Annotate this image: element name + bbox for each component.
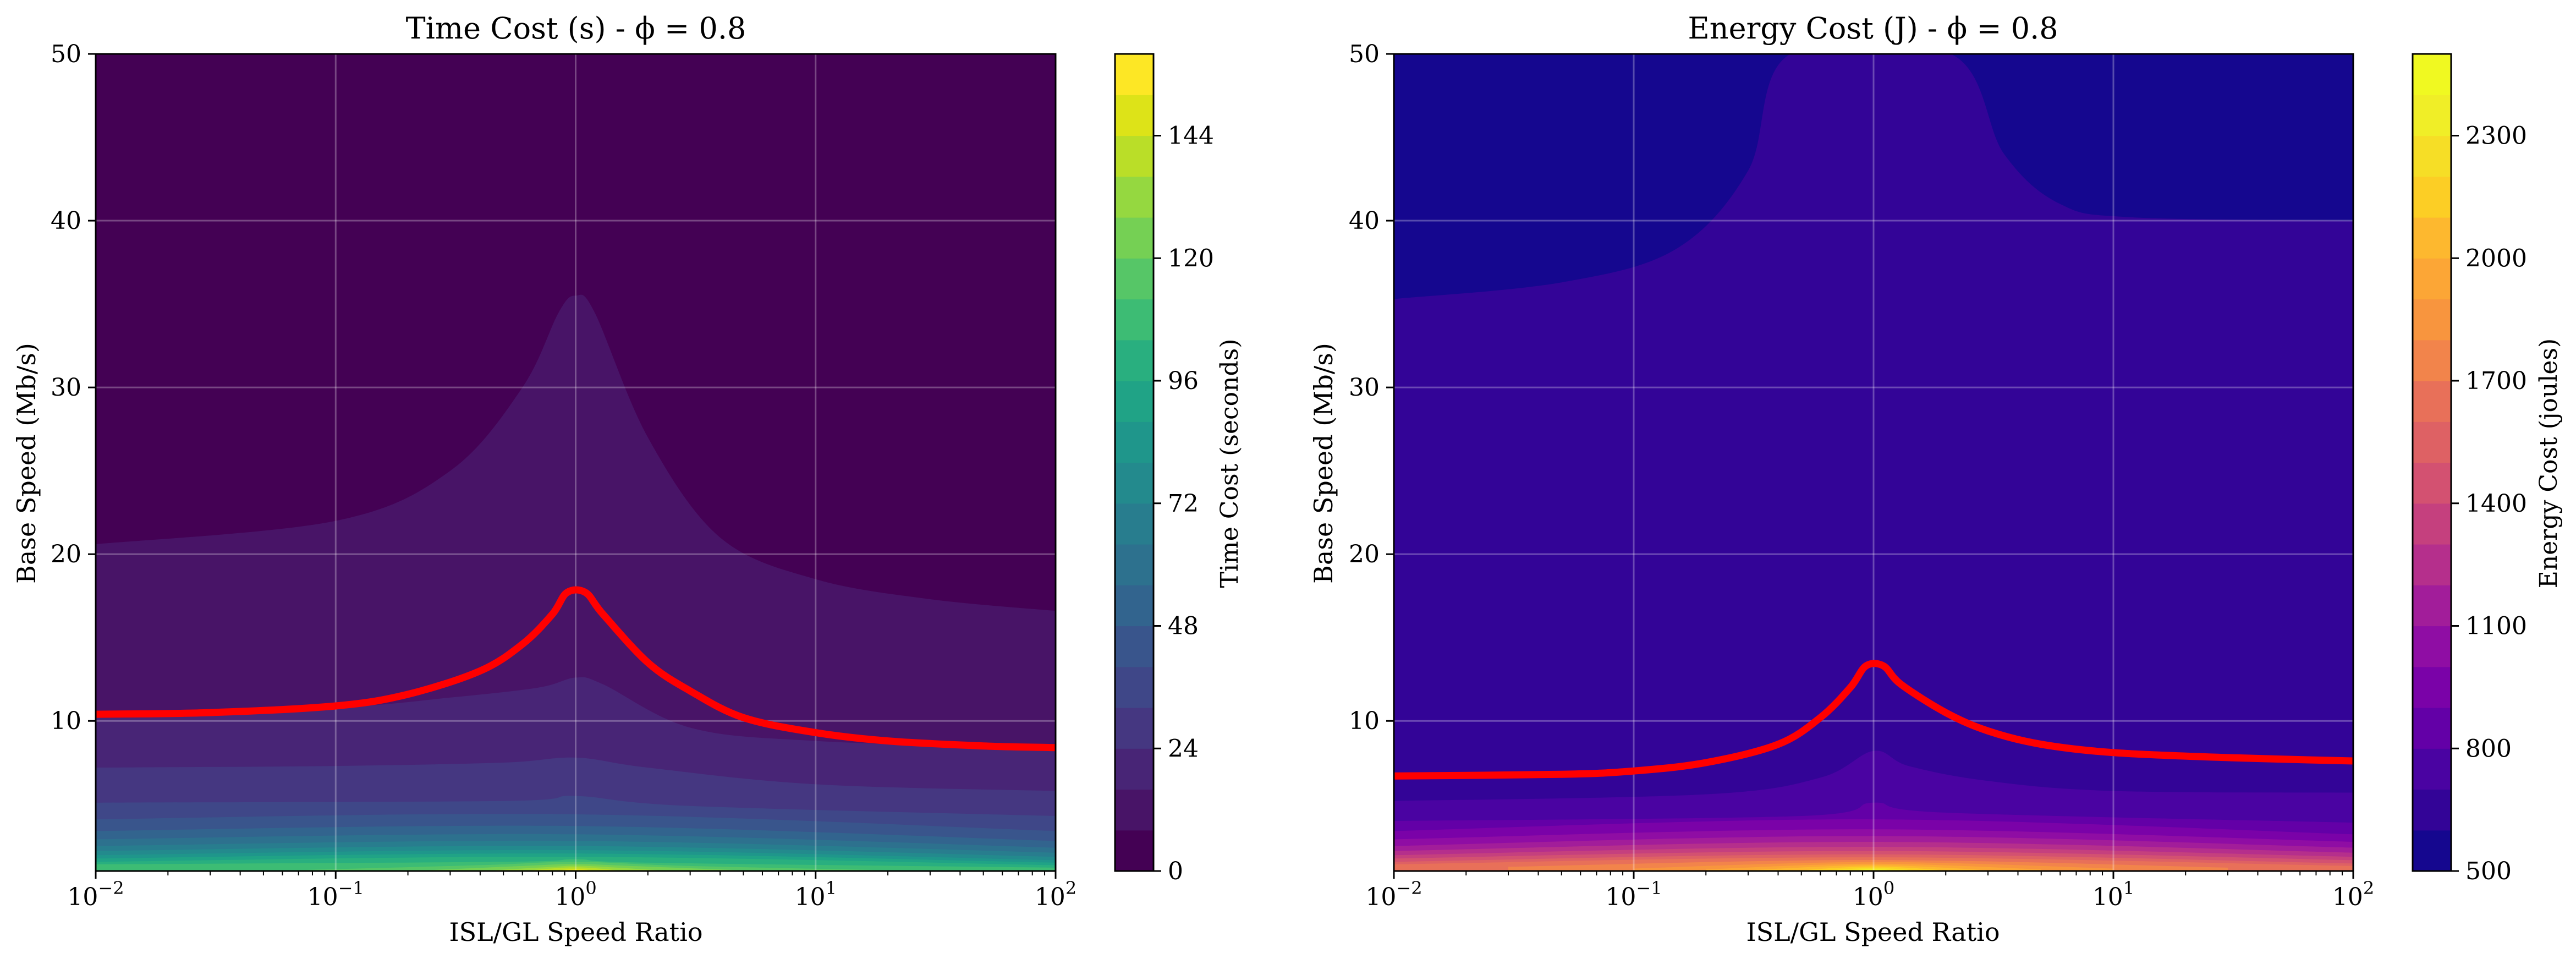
y-tick-label: 10 [1349,707,1380,735]
energy-cost-plot-area: 10−2 10−1 100 101 102 10 20 30 40 50 [1349,40,2374,911]
time-cost-panel: Time Cost (s) - ϕ = 0.8 10−2 10−1 100 101 10… [12,11,1244,947]
y-tick-label: 10 [51,707,81,735]
colorbar-tick-label: 120 [1168,244,1214,272]
colorbar-swatch [2413,708,2451,749]
colorbar-frame [1114,53,1155,872]
energy-cost-colorbar: 500 800 1100 1400 1700 2000 2300 [2412,53,2527,885]
optimal-speed-curve [1394,660,2353,780]
colorbar-swatch [2413,54,2451,95]
colorbar-swatch [1115,626,1154,667]
colorbar-swatch [1115,54,1154,95]
colorbar-tick-label: 1400 [2465,490,2527,518]
colorbar-swatch [2413,585,2451,627]
energy-cost-y-axis-label: Base Speed (Mb/s) [1309,343,1338,584]
time-cost-x-axis-label: ISL/GL Speed Ratio [449,917,702,947]
colorbar-swatch [2413,135,2451,177]
colorbar-swatch [2413,626,2451,667]
colorbar-swatch [2413,95,2451,136]
x-tick-label: 10−2 [67,878,124,911]
optimal-speed-curve [96,586,1056,752]
y-tick-label: 20 [1349,540,1380,568]
energy-cost-title: Energy Cost (J) - ϕ = 0.8 [1688,11,2058,46]
colorbar-tick-label: 800 [2465,735,2512,763]
time-cost-colorbar: 0 24 48 72 96 120 144 [1114,53,1214,885]
colorbar-swatch [2413,217,2451,259]
colorbar-tick-label: 2000 [2465,244,2527,272]
colorbar-tick-label: 144 [1168,122,1214,150]
x-tick-label: 101 [795,878,837,911]
colorbar-swatch [1115,748,1154,790]
colorbar-swatch [2413,789,2451,831]
colorbar-swatch [2413,258,2451,300]
y-tick-label: 40 [51,207,81,235]
time-cost-plot-area: 10−2 10−1 100 101 102 10 20 30 40 50 [51,40,1076,911]
colorbar-swatch [2413,666,2451,708]
colorbar-swatch [2413,176,2451,218]
time-cost-y-axis-label: Base Speed (Mb/s) [12,343,41,584]
colorbar-swatch [1115,666,1154,708]
colorbar-tick-label: 1100 [2465,612,2527,640]
colorbar-frame [2412,53,2452,872]
x-tick-label: 102 [1035,878,1076,911]
colorbar-swatch [1115,830,1154,872]
colorbar-tick-label: 2300 [2465,122,2527,150]
colorbar-swatch [2413,299,2451,341]
colorbar-swatch [1115,95,1154,136]
colorbar-swatch [1115,299,1154,341]
colorbar-swatch [1115,789,1154,831]
y-tick-label: 30 [51,374,81,402]
y-tick-label: 50 [51,40,81,68]
contour-band [1394,54,2353,299]
time-cost-title: Time Cost (s) - ϕ = 0.8 [406,11,746,46]
y-tick-label: 20 [51,540,81,568]
colorbar-swatch [1115,462,1154,504]
colorbar-swatch [2413,544,2451,585]
colorbar-swatch [2413,421,2451,463]
time-cost-colorbar-label: Time Cost (seconds) [1216,339,1244,588]
energy-cost-panel: Energy Cost (J) - ϕ = 0.8 10−2 10−1 100 101… [1309,11,2563,947]
colorbar-swatch [2413,830,2451,872]
colorbar-swatch [2413,462,2451,504]
colorbar-swatch [2413,748,2451,790]
colorbar-tick-label: 48 [1168,612,1199,640]
colorbar-swatch [2413,381,2451,422]
colorbar-tick-label: 0 [1168,857,1183,885]
colorbar-swatch [2413,503,2451,545]
colorbar-tick-label: 500 [2465,857,2512,885]
colorbar-tick-label: 96 [1168,367,1199,395]
colorbar-swatch [1115,503,1154,545]
colorbar-tick-label: 72 [1168,490,1199,518]
colorbar-swatch [1115,708,1154,749]
y-tick-label: 50 [1349,40,1380,68]
x-tick-label: 10−1 [307,878,364,911]
energy-cost-colorbar-label: Energy Cost (joules) [2535,338,2563,588]
colorbar-swatch [2413,339,2451,381]
colorbar-swatch [1115,585,1154,627]
colorbar-swatch [1115,217,1154,259]
colorbar-swatch [1115,176,1154,218]
x-tick-label: 10−1 [1605,878,1662,911]
colorbar-tick-label: 24 [1168,735,1199,763]
y-tick-label: 30 [1349,374,1380,402]
y-tick-label: 40 [1349,207,1380,235]
colorbar-swatch [1115,544,1154,585]
colorbar-swatch [1115,258,1154,300]
colorbar-swatch [1115,135,1154,177]
x-tick-label: 100 [554,878,596,911]
x-tick-label: 102 [2332,878,2374,911]
colorbar-swatch [1115,421,1154,463]
colorbar-swatch [1115,339,1154,381]
energy-cost-x-axis-label: ISL/GL Speed Ratio [1746,917,2000,947]
x-tick-label: 101 [2092,878,2134,911]
x-tick-label: 10−2 [1365,878,1422,911]
colorbar-tick-label: 1700 [2465,367,2527,395]
colorbar-swatch [1115,381,1154,422]
x-tick-label: 100 [1853,878,1894,911]
